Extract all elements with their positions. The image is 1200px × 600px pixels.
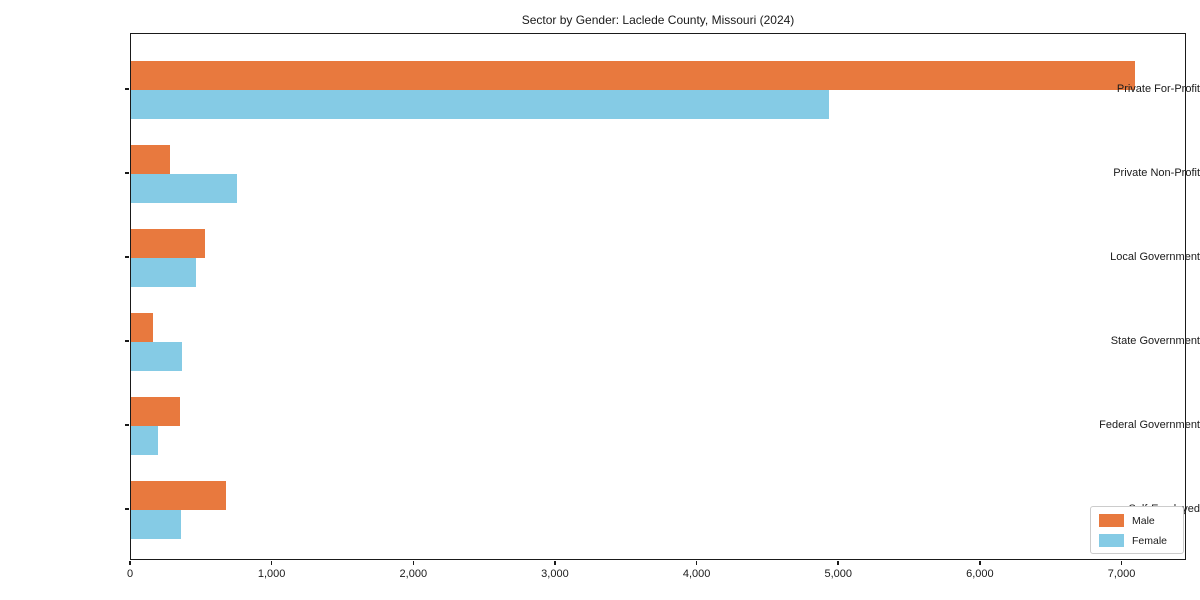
x-tick-mark: [554, 561, 556, 565]
x-tick-mark: [129, 561, 131, 565]
x-tick-label: 6,000: [966, 568, 994, 580]
legend-swatch-male: [1099, 514, 1124, 527]
y-tick-label: Private Non-Profit: [1113, 167, 1200, 179]
bar-male-1: [131, 61, 1135, 90]
bar-female-1: [131, 90, 830, 119]
bar-male-6: [131, 481, 226, 510]
chart-title: Sector by Gender: Laclede County, Missou…: [521, 13, 795, 27]
x-tick-label: 0: [126, 568, 134, 580]
x-tick-label: 3,000: [541, 568, 569, 580]
y-tick-mark: [125, 424, 129, 426]
legend-entry-male: Male: [1099, 514, 1175, 527]
bar-female-2: [131, 174, 238, 203]
legend-label-male: Male: [1132, 514, 1155, 527]
plot-area: [130, 33, 1186, 560]
y-tick-label: Federal Government: [1099, 419, 1200, 431]
legend-swatch-female: [1099, 534, 1124, 547]
bar-female-5: [131, 426, 158, 455]
x-tick-mark: [837, 561, 839, 565]
x-tick-label: 1,000: [257, 568, 286, 580]
y-tick-mark: [125, 172, 129, 174]
x-tick-label: 5,000: [824, 568, 852, 580]
y-tick-label: State Government: [1110, 335, 1200, 347]
y-tick-mark: [125, 340, 129, 342]
x-tick-mark: [270, 561, 273, 565]
legend: Male Female: [1090, 506, 1184, 554]
y-tick-mark: [125, 508, 129, 510]
bar-male-2: [131, 145, 170, 174]
bar-male-4: [131, 313, 153, 342]
x-tick-mark: [695, 561, 698, 565]
bar-female-6: [131, 510, 182, 539]
y-tick-label: Private For-Profit: [1116, 83, 1200, 95]
x-tick-label: 4,000: [682, 568, 711, 580]
x-tick-label: 7,000: [1107, 568, 1136, 580]
bar-female-3: [131, 258, 197, 287]
x-tick-mark: [412, 561, 415, 565]
bar-female-4: [131, 342, 182, 371]
legend-label-female: Female: [1132, 534, 1168, 547]
y-tick-mark: [125, 256, 129, 258]
x-tick-mark: [979, 561, 981, 565]
x-tick-label: 2,000: [399, 568, 428, 580]
bar-male-5: [131, 397, 180, 426]
x-tick-mark: [1120, 561, 1123, 565]
y-tick-label: Local Government: [1110, 251, 1200, 263]
bar-male-3: [131, 229, 205, 258]
legend-entry-female: Female: [1099, 534, 1175, 547]
y-tick-mark: [125, 88, 129, 90]
